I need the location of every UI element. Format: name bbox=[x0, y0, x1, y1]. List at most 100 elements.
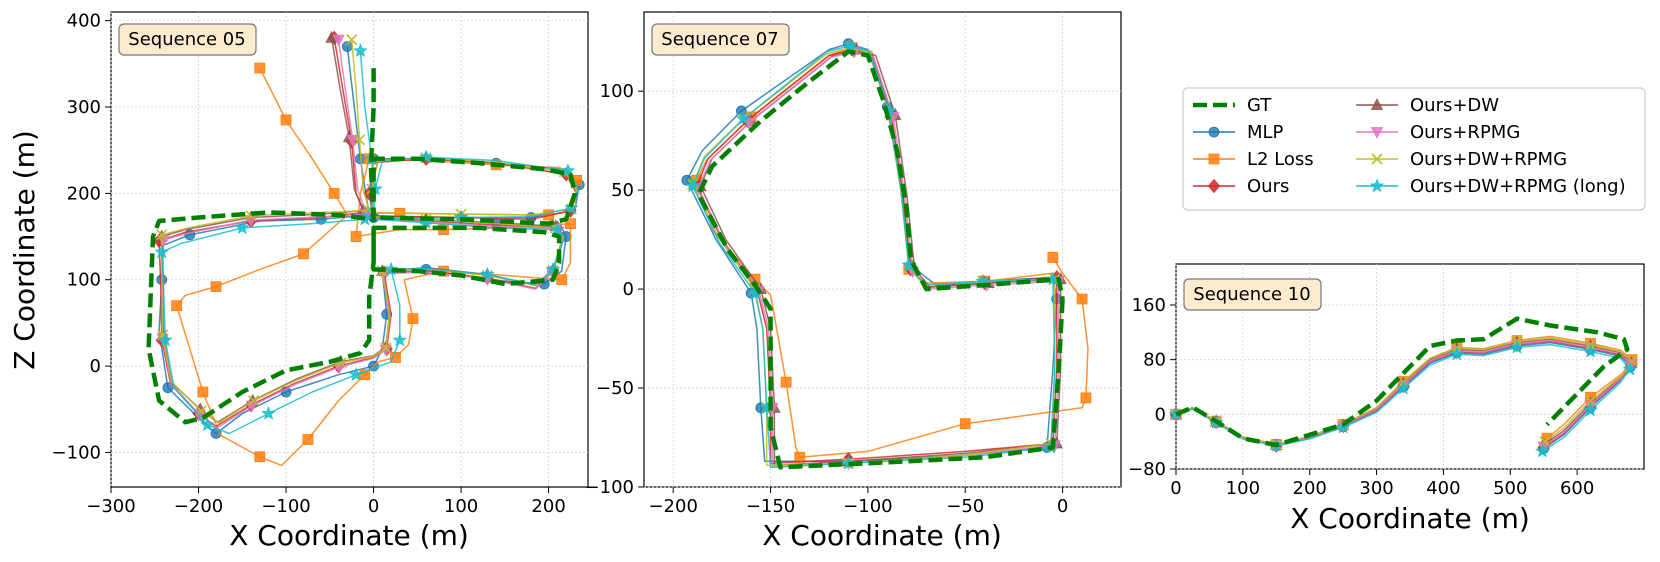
legend-marker-mlp bbox=[1208, 126, 1220, 138]
x-axis-label: X Coordinate (m) bbox=[229, 519, 469, 552]
x-tick-label: 200 bbox=[1293, 478, 1327, 499]
title-box: Sequence 10 bbox=[1183, 278, 1322, 311]
data-point-dwrpmg bbox=[353, 134, 366, 146]
data-point-dwrpmg bbox=[1626, 355, 1638, 367]
data-point-long bbox=[1449, 346, 1465, 361]
legend-entries: GT MLP L2 Loss Ours Ours+DW Ours+RPMG Ours+DW+… bbox=[1193, 95, 1626, 197]
data-point-l2 bbox=[210, 281, 222, 293]
series-layer bbox=[146, 30, 585, 467]
legend-label-l2: L2 Loss bbox=[1247, 149, 1314, 170]
legend-marker-dwrpmg bbox=[1371, 153, 1383, 165]
chart-title: Sequence 07 bbox=[661, 29, 778, 50]
x-tick-label: 500 bbox=[1493, 478, 1527, 499]
x-tick-label: 600 bbox=[1560, 478, 1594, 499]
axis-ticks: −200 −150 −100 −50 0 −100 −50 0 50 100 bbox=[585, 81, 1069, 517]
legend-marker-ours bbox=[1207, 178, 1221, 194]
series-layer bbox=[681, 37, 1092, 471]
panel-sequence-05: −300 −200 −100 0 100 200 −100 0 100 200 300 400 Seq… bbox=[8, 11, 589, 552]
data-point-dwrpmg bbox=[156, 229, 168, 241]
y-tick-label: −100 bbox=[52, 442, 101, 463]
data-point-l2 bbox=[254, 62, 266, 74]
y-tick-label: 0 bbox=[90, 356, 101, 377]
legend-item-dw: Ours+DW bbox=[1356, 95, 1499, 116]
legend-label-mlp: MLP bbox=[1247, 122, 1284, 143]
x-tick-label: −50 bbox=[946, 496, 984, 517]
chart-title: Sequence 10 bbox=[1193, 284, 1310, 305]
y-tick-label: 300 bbox=[67, 97, 101, 118]
data-point-l2 bbox=[1076, 293, 1088, 305]
legend-marker-rpmg bbox=[1370, 127, 1384, 139]
x-tick-label: −200 bbox=[174, 496, 223, 517]
legend-item-mlp: MLP bbox=[1193, 122, 1284, 143]
series-line-gt bbox=[146, 68, 578, 425]
data-point-dwrpmg bbox=[248, 395, 260, 407]
title-box: Sequence 07 bbox=[651, 23, 790, 56]
legend-label-dw: Ours+DW bbox=[1410, 95, 1499, 116]
y-tick-label: 0 bbox=[1155, 404, 1166, 425]
legend-label-dwrpmg: Ours+DW+RPMG bbox=[1410, 149, 1567, 170]
y-tick-label: 80 bbox=[1143, 350, 1166, 371]
data-point-long bbox=[154, 244, 169, 259]
data-point-long bbox=[348, 367, 364, 381]
data-point-l2 bbox=[328, 187, 340, 199]
data-point-long bbox=[1622, 361, 1638, 376]
data-point-l2 bbox=[1047, 252, 1059, 263]
x-tick-label: 0 bbox=[1057, 496, 1068, 517]
y-tick-label: 160 bbox=[1132, 295, 1166, 316]
title-box: Sequence 05 bbox=[118, 23, 257, 56]
data-point-l2 bbox=[298, 248, 309, 260]
series-gt bbox=[1175, 316, 1630, 448]
panel-sequence-07: −200 −150 −100 −50 0 −100 −50 0 50 100 Sequence 0… bbox=[585, 11, 1122, 552]
data-point-long bbox=[261, 405, 276, 420]
data-point-long bbox=[392, 332, 408, 347]
x-tick-label: 200 bbox=[531, 496, 565, 517]
x-axis-label: X Coordinate (m) bbox=[762, 519, 1002, 552]
data-point-l2 bbox=[780, 376, 792, 388]
y-tick-label: 100 bbox=[67, 270, 101, 291]
grid bbox=[644, 12, 1121, 488]
legend-label-long: Ours+DW+RPMG (long) bbox=[1410, 176, 1626, 197]
axis-ticks: −300 −200 −100 0 100 200 −100 0 100 200 300 400 bbox=[52, 11, 566, 517]
data-point-rpmg bbox=[332, 34, 345, 47]
x-tick-label: −100 bbox=[261, 496, 310, 517]
data-point-long bbox=[235, 220, 250, 235]
data-point-long bbox=[841, 455, 856, 470]
data-point-l2 bbox=[556, 274, 568, 286]
legend: GT MLP L2 Loss Ours Ours+DW Ours+RPMG Ours+DW+… bbox=[1182, 87, 1646, 211]
data-point-l2 bbox=[197, 386, 209, 398]
x-tick-label: −300 bbox=[86, 496, 135, 517]
data-point-l2 bbox=[959, 418, 971, 430]
data-point-long bbox=[1509, 339, 1525, 354]
legend-item-gt: GT bbox=[1193, 95, 1272, 116]
data-point-long bbox=[550, 221, 565, 236]
legend-item-dwrpmg: Ours+DW+RPMG bbox=[1356, 149, 1567, 170]
data-point-long bbox=[1583, 402, 1598, 417]
legend-box bbox=[1182, 87, 1646, 211]
data-point-long bbox=[545, 261, 561, 276]
data-point-l2 bbox=[350, 231, 362, 242]
legend-marker-l2 bbox=[1208, 153, 1220, 165]
x-tick-label: 0 bbox=[368, 496, 379, 517]
y-tick-label: −100 bbox=[585, 477, 634, 498]
y-axis-label: Z Coordinate (m) bbox=[8, 130, 41, 370]
data-point-long bbox=[843, 37, 858, 52]
data-point-dwrpmg bbox=[1584, 395, 1597, 407]
plot-area-1 bbox=[110, 11, 589, 488]
x-tick-label: 400 bbox=[1426, 478, 1460, 499]
data-point-long bbox=[200, 417, 215, 432]
y-tick-label: 0 bbox=[623, 279, 634, 300]
series-gt bbox=[696, 49, 1065, 470]
data-point-long bbox=[418, 149, 434, 164]
y-tick-label: 100 bbox=[600, 81, 634, 102]
series-layer bbox=[1168, 316, 1638, 458]
series-line-gt bbox=[1175, 316, 1630, 448]
data-point-long bbox=[158, 332, 173, 347]
data-point-long bbox=[383, 261, 399, 276]
data-point-l2 bbox=[794, 451, 806, 463]
x-tick-label: −150 bbox=[746, 496, 795, 517]
data-point-long bbox=[735, 111, 751, 126]
data-point-l2 bbox=[407, 313, 419, 324]
series-line-long bbox=[691, 44, 1056, 468]
